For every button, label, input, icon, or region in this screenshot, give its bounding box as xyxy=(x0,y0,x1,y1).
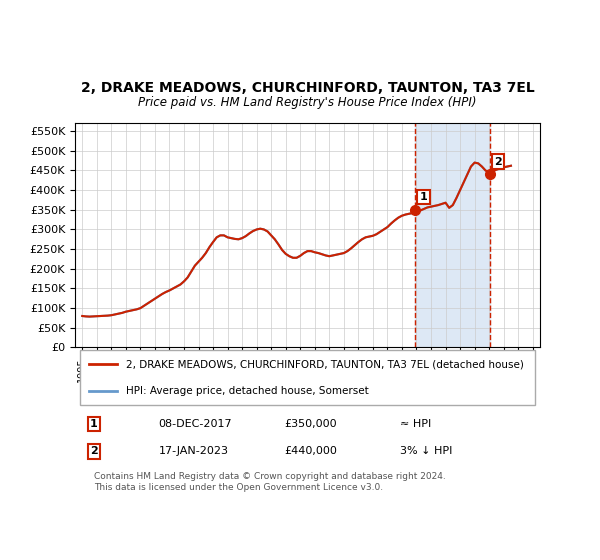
Text: 2, DRAKE MEADOWS, CHURCHINFORD, TAUNTON, TA3 7EL (detached house): 2, DRAKE MEADOWS, CHURCHINFORD, TAUNTON,… xyxy=(126,360,524,370)
Text: £350,000: £350,000 xyxy=(284,419,337,429)
Text: 08-DEC-2017: 08-DEC-2017 xyxy=(158,419,232,429)
Text: 2: 2 xyxy=(90,446,97,456)
Text: ≈ HPI: ≈ HPI xyxy=(401,419,432,429)
Text: 3% ↓ HPI: 3% ↓ HPI xyxy=(401,446,453,456)
Text: £440,000: £440,000 xyxy=(284,446,337,456)
Text: HPI: Average price, detached house, Somerset: HPI: Average price, detached house, Some… xyxy=(126,386,369,396)
Text: 2, DRAKE MEADOWS, CHURCHINFORD, TAUNTON, TA3 7EL: 2, DRAKE MEADOWS, CHURCHINFORD, TAUNTON,… xyxy=(80,81,535,95)
Text: Price paid vs. HM Land Registry's House Price Index (HPI): Price paid vs. HM Land Registry's House … xyxy=(138,96,477,109)
FancyBboxPatch shape xyxy=(80,351,535,405)
Text: 2: 2 xyxy=(494,157,502,166)
Text: 1: 1 xyxy=(90,419,97,429)
Text: Contains HM Land Registry data © Crown copyright and database right 2024.
This d: Contains HM Land Registry data © Crown c… xyxy=(94,473,445,492)
Text: 17-JAN-2023: 17-JAN-2023 xyxy=(158,446,229,456)
Text: 1: 1 xyxy=(419,192,427,202)
Bar xyxy=(415,123,490,347)
